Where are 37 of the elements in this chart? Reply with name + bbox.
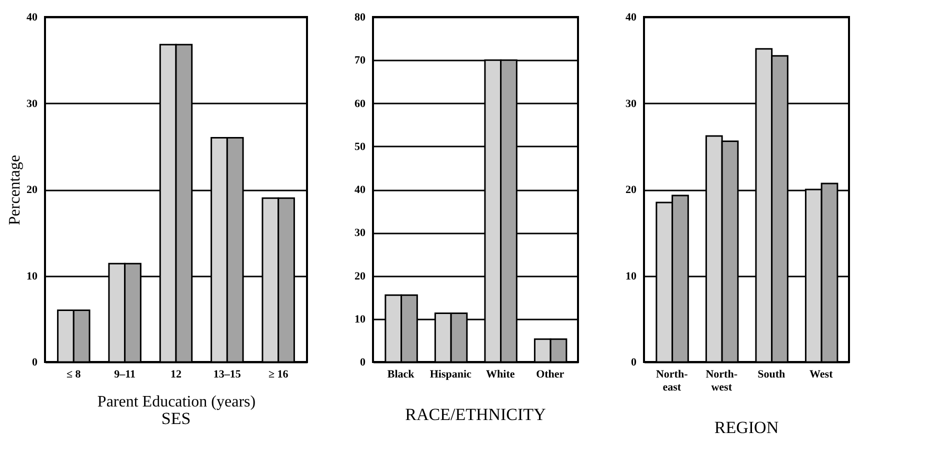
y-tick-label: 10 (354, 313, 366, 326)
text: SES (161, 409, 191, 428)
y-tick-label: 70 (354, 54, 366, 67)
x-tick-label: North- west (706, 368, 738, 394)
x-tick-label: Other (536, 368, 564, 380)
y-tick-label: 40 (354, 184, 366, 196)
x-tick-label: ≥ 16 (268, 368, 289, 380)
x-tick-label: White (486, 368, 515, 380)
y-tick-label: 40 (26, 12, 38, 24)
x-tick-label: 13–15 (213, 368, 242, 380)
x-tick-label: 9–11 (114, 368, 136, 380)
y-tick-label: 0 (32, 356, 38, 368)
text: RACE/ETHNICITY (405, 405, 546, 424)
x-tick-label: 12 (170, 368, 182, 380)
y-tick-label: 20 (354, 270, 366, 282)
x-axis-title: Parent Education (years) (97, 394, 256, 410)
y-tick-label: 20 (26, 184, 38, 196)
y-tick-label: 40 (626, 12, 637, 24)
x-tick-label: North- east (656, 368, 688, 394)
y-tick-label: 0 (631, 356, 637, 368)
y-tick-label: 10 (626, 270, 637, 282)
y-tick-label: 30 (354, 227, 366, 240)
x-tick-label: South (758, 368, 786, 380)
y-tick-label: 0 (360, 356, 366, 368)
y-tick-label: 10 (26, 270, 38, 282)
y-tick-label: 20 (626, 184, 637, 196)
y-tick-label: 30 (626, 98, 637, 110)
y-tick-label: 60 (354, 98, 366, 110)
x-tick-label: ≤ 8 (66, 368, 82, 380)
x-tick-label: Black (387, 368, 416, 380)
y-tick-label: 80 (354, 12, 366, 24)
text: REGION (714, 418, 779, 437)
x-tick-label: Hispanic (430, 368, 472, 380)
y-axis-title: Percentage (6, 154, 24, 226)
y-tick-label: 30 (26, 98, 38, 110)
y-tick-label: 50 (354, 140, 366, 153)
x-tick-label: West (810, 368, 834, 380)
